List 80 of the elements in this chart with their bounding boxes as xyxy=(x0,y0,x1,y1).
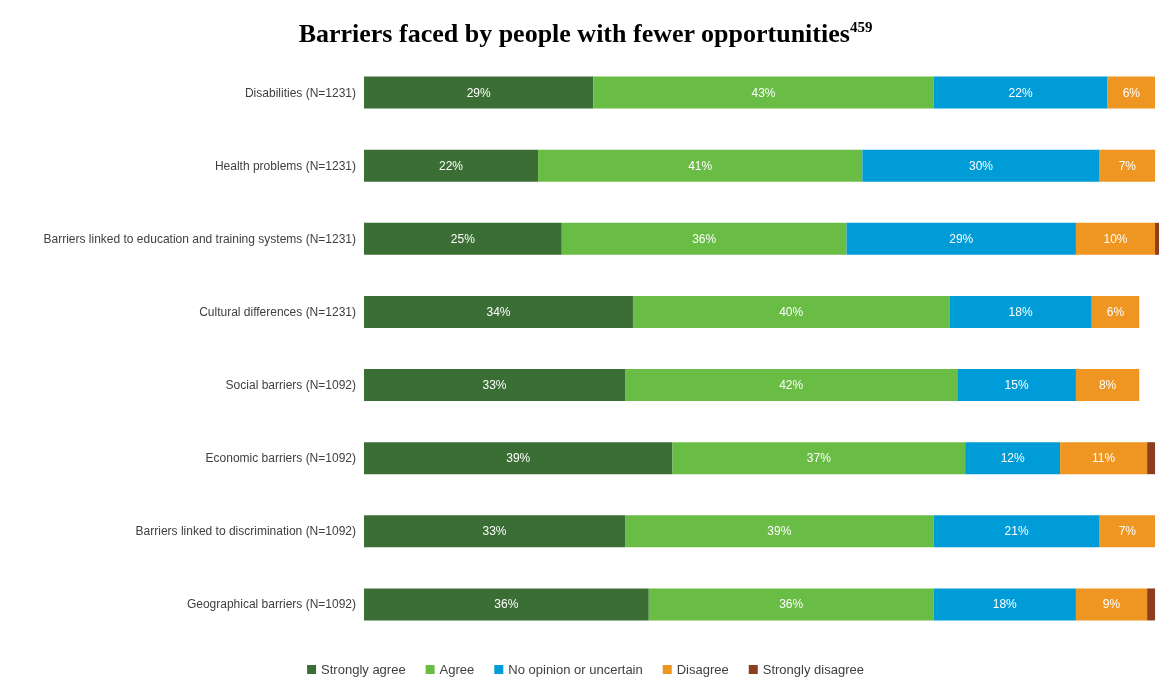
bar xyxy=(1060,442,1148,475)
data-label: 42% xyxy=(779,378,804,393)
bar xyxy=(648,588,934,621)
bar xyxy=(1155,222,1159,255)
data-label: 18% xyxy=(1008,304,1033,319)
data-label: 43% xyxy=(751,85,776,100)
bar xyxy=(965,442,1061,475)
legend-label: Strongly agree xyxy=(321,662,406,677)
data-label: 9% xyxy=(1102,597,1121,612)
bar xyxy=(933,588,1076,621)
bar xyxy=(593,76,934,109)
bar xyxy=(1075,369,1140,402)
y-tick-label: Cultural differences (N=1231) xyxy=(199,304,356,319)
y-tick-label: Geographical barriers (N=1092) xyxy=(186,597,356,612)
data-label: 30% xyxy=(969,158,994,173)
y-tick-label: Social barriers (N=1092) xyxy=(225,378,356,393)
data-label: 11% xyxy=(1092,451,1116,466)
data-label: 6% xyxy=(1106,304,1125,319)
y-tick-label: Health problems (N=1231) xyxy=(214,158,356,173)
bar xyxy=(1147,442,1156,475)
data-label: 25% xyxy=(450,231,476,246)
bar xyxy=(364,588,649,621)
y-tick-label: Disabilities (N=1231) xyxy=(244,85,356,100)
bar xyxy=(538,149,863,182)
data-label: 8% xyxy=(1098,378,1117,393)
legend-label: Agree xyxy=(439,662,475,677)
data-label: 6% xyxy=(1122,85,1141,100)
bar xyxy=(957,369,1076,402)
bar xyxy=(1099,515,1156,548)
bar xyxy=(949,295,1092,328)
data-label: 18% xyxy=(992,597,1018,612)
y-tick-label: Barriers linked to education and training systems (N=1231) xyxy=(43,231,356,246)
bar xyxy=(364,222,562,255)
data-label: 40% xyxy=(779,304,804,319)
data-label: 22% xyxy=(439,158,464,173)
y-tick-label: Barriers linked to discrimination (N=1092) xyxy=(135,524,356,539)
data-label: 33% xyxy=(482,524,507,539)
bar xyxy=(364,369,626,402)
bar xyxy=(364,515,626,548)
data-label: 29% xyxy=(949,231,974,246)
bar xyxy=(1075,588,1148,621)
legend-label: No opinion or uncertain xyxy=(508,662,643,677)
data-label: 36% xyxy=(779,597,804,612)
bar xyxy=(632,295,950,328)
bar xyxy=(364,295,633,328)
bar xyxy=(625,515,934,548)
bar xyxy=(862,149,1100,182)
bar xyxy=(1147,588,1156,621)
bar xyxy=(933,515,1100,548)
bar xyxy=(1107,76,1156,109)
bar xyxy=(933,76,1108,109)
bar xyxy=(1091,295,1140,328)
bar xyxy=(561,222,847,255)
data-label: 7% xyxy=(1118,158,1137,173)
data-label: 36% xyxy=(692,231,717,246)
data-label: 36% xyxy=(494,597,519,612)
bar xyxy=(364,442,673,475)
data-label: 7% xyxy=(1118,524,1137,539)
legend-label: Disagree xyxy=(676,662,729,677)
data-label: 33% xyxy=(482,378,507,393)
data-label: 10% xyxy=(1103,231,1128,246)
bar xyxy=(1075,222,1156,255)
data-label: 41% xyxy=(688,158,713,173)
data-label: 15% xyxy=(1004,378,1029,393)
data-label: 21% xyxy=(1004,524,1029,539)
bar xyxy=(846,222,1076,255)
data-label: 22% xyxy=(1008,85,1033,100)
data-label: 12% xyxy=(1000,451,1025,466)
bar xyxy=(672,442,966,475)
legend-label: Strongly disagree xyxy=(762,662,864,677)
data-label: 29% xyxy=(466,85,492,100)
bar xyxy=(364,149,539,182)
bar xyxy=(364,76,594,109)
data-label: 39% xyxy=(767,524,792,539)
y-tick-label: Economic barriers (N=1092) xyxy=(205,451,356,466)
data-label: 34% xyxy=(486,304,511,319)
data-label: 39% xyxy=(506,451,531,466)
bar xyxy=(625,369,958,402)
bar xyxy=(1099,149,1156,182)
data-label: 37% xyxy=(806,451,832,466)
